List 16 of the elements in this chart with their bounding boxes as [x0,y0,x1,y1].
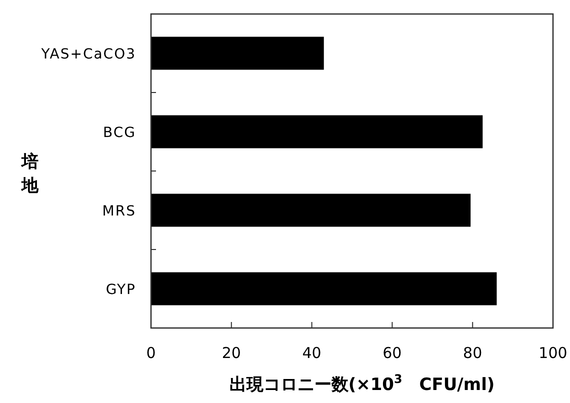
y-tick-label: GYP [106,282,136,298]
y-tick-label: MRS [102,203,136,220]
x-tick-label: 40 [302,344,322,362]
y-tick-label: YAS+CaCO3 [40,46,136,62]
x-tick-label: 20 [222,344,241,362]
bar [151,115,483,148]
x-tick-label: 80 [463,344,482,362]
x-tick-label: 100 [538,344,568,362]
bar [151,36,324,70]
x-tick-label: 60 [382,344,402,362]
y-tick-label: BCG [103,124,136,141]
bar [151,272,497,306]
text: 出現コロニー数(×10$^{3}$ CFU/ml) [229,372,495,395]
x-tick-label: 0 [146,344,156,362]
bar [151,194,471,227]
y-axis-title: 培地 [20,152,40,196]
